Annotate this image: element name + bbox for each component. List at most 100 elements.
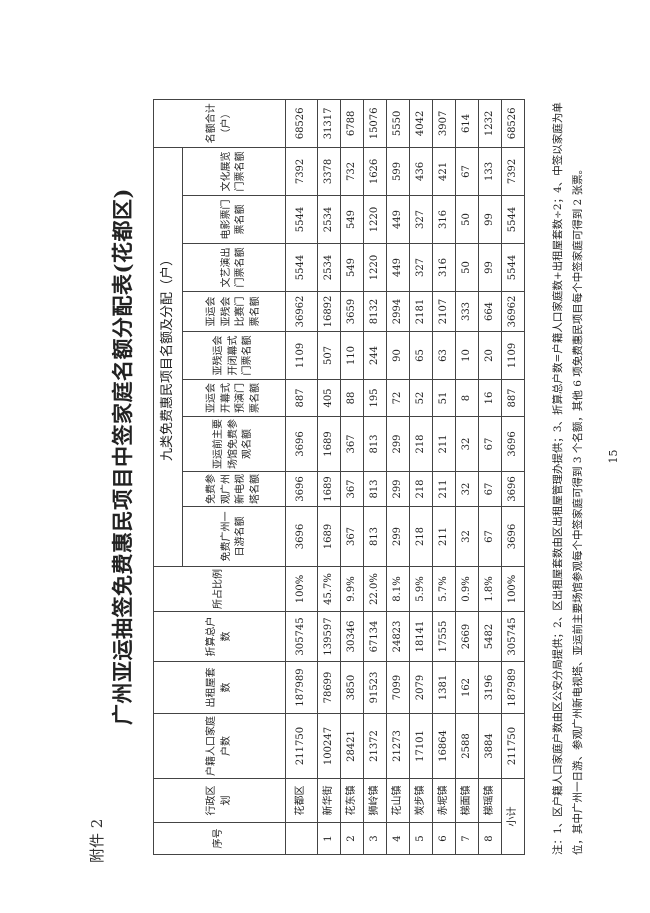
footnote: 注：1、区户籍人口家庭户数由区公安分局提供；2、区出租屋套数由区出租屋管理办提供…	[552, 102, 584, 855]
table-cell: 5	[409, 822, 433, 855]
table-cell: 3696	[285, 471, 318, 507]
table-cell: 32	[455, 506, 479, 567]
table-cell: 10	[455, 331, 479, 380]
table-cell: 1626	[363, 147, 387, 196]
table-cell: 4042	[409, 99, 433, 148]
table-cell: 813	[363, 416, 387, 472]
table-cell: 5.7%	[432, 566, 456, 612]
district-cell: 炭步镇	[409, 778, 433, 823]
table-row: 1 新华街 100247 78699 139597 45.7% 1689 1689 1689 40…	[317, 99, 341, 855]
district-cell: 梯面镇	[455, 778, 479, 823]
table-cell: 2079	[409, 661, 433, 714]
table-cell: 68526	[285, 99, 318, 148]
table-cell: 67	[478, 506, 502, 567]
header-rentals: 出租屋套数	[153, 661, 286, 714]
table-cell: 3696	[501, 506, 525, 567]
table-cell: 1	[317, 822, 341, 855]
table-cell: 1220	[363, 195, 387, 244]
table-cell: 8	[478, 822, 502, 855]
table-cell: 887	[501, 379, 525, 417]
table-cell: 449	[386, 195, 410, 244]
table-cell: 1689	[317, 416, 341, 472]
header-item: 免费参观广州新电视塔名额	[182, 471, 286, 507]
table-cell: 100247	[317, 713, 341, 779]
header-total-converted: 折算总户数	[153, 611, 286, 662]
table-cell: 0.9%	[455, 566, 479, 612]
table-cell: 16864	[432, 713, 456, 779]
table-body: 花都区 211750 187989 305745 100% 3696 3696 3696 887…	[285, 99, 525, 855]
table-cell: 162	[455, 661, 479, 714]
table-cell: 5550	[386, 99, 410, 148]
table-cell: 28421	[340, 713, 364, 779]
table-cell: 133	[478, 147, 502, 196]
table-cell: 599	[386, 147, 410, 196]
table-cell: 3196	[478, 661, 502, 714]
table-cell: 305745	[501, 611, 525, 662]
table-cell: 1220	[363, 243, 387, 292]
table-cell: 218	[409, 416, 433, 472]
header-item: 文化展览门票名额	[182, 147, 286, 196]
header-group: 九类免费惠民项目名额及分配（户）	[153, 147, 183, 567]
table-cell: 72	[386, 379, 410, 417]
table-cell: 614	[455, 99, 479, 148]
table-cell: 887	[285, 379, 318, 417]
table-cell: 3884	[478, 713, 502, 779]
table-cell: 30346	[340, 611, 364, 662]
table-cell: 3696	[285, 506, 318, 567]
table-cell: 3696	[501, 416, 525, 472]
district-cell: 花都区	[285, 778, 318, 823]
table-cell: 316	[432, 195, 456, 244]
table-cell: 507	[317, 331, 341, 380]
header-total: 名额合计（户）	[153, 99, 286, 148]
table-cell: 187989	[501, 661, 525, 714]
table-cell: 1232	[478, 99, 502, 148]
table-cell: 3907	[432, 99, 456, 148]
table-cell: 21372	[363, 713, 387, 779]
table-cell: 6788	[340, 99, 364, 148]
table-cell: 18141	[409, 611, 433, 662]
table-cell: 67	[478, 416, 502, 472]
table-cell: 88	[340, 379, 364, 417]
table-cell: 31317	[317, 99, 341, 148]
table-row: 7 梯面镇 2588 162 2669 0.9% 32 32 32 8 10 333 50 50 67 614	[455, 99, 479, 855]
table-cell: 305745	[285, 611, 318, 662]
table-cell: 8	[455, 379, 479, 417]
table-cell: 5544	[501, 195, 525, 244]
table-cell: 7392	[501, 147, 525, 196]
table-cell: 1.8%	[478, 566, 502, 612]
table-cell: 211	[432, 471, 456, 507]
table-cell: 2534	[317, 243, 341, 292]
table-cell: 1109	[501, 331, 525, 380]
table-cell: 100%	[501, 566, 525, 612]
table-cell: 8132	[363, 291, 387, 332]
table-cell: 32	[455, 416, 479, 472]
table-cell: 2994	[386, 291, 410, 332]
table-cell: 68526	[501, 99, 525, 148]
district-cell: 花东镇	[340, 778, 364, 823]
table-cell	[285, 822, 318, 855]
table-cell: 327	[409, 195, 433, 244]
table-cell: 1689	[317, 471, 341, 507]
district-cell: 狮岭镇	[363, 778, 387, 823]
table-cell: 5482	[478, 611, 502, 662]
table-cell: 99	[478, 195, 502, 244]
table-cell: 67134	[363, 611, 387, 662]
header-item: 电影票门票名额	[182, 195, 286, 244]
table-cell: 211750	[501, 713, 525, 779]
table-cell: 549	[340, 243, 364, 292]
table-cell: 5544	[285, 243, 318, 292]
district-cell: 赤坭镇	[432, 778, 456, 823]
table-cell: 813	[363, 471, 387, 507]
table-cell: 732	[340, 147, 364, 196]
page-number: 15	[607, 449, 620, 464]
table-cell: 7099	[386, 661, 410, 714]
table-cell: 211750	[285, 713, 318, 779]
district-cell: 花山镇	[386, 778, 410, 823]
table-row: 8 梯瑶镇 3884 3196 5482 1.8% 67 67 67 16 20 664 99 99 133…	[478, 99, 502, 855]
table-cell: 17555	[432, 611, 456, 662]
header-item: 亚运会开幕式预演门票名额	[182, 379, 286, 417]
table-cell: 45.7%	[317, 566, 341, 612]
table-cell: 91523	[363, 661, 387, 714]
table-cell: 21273	[386, 713, 410, 779]
table-cell: 50	[455, 195, 479, 244]
